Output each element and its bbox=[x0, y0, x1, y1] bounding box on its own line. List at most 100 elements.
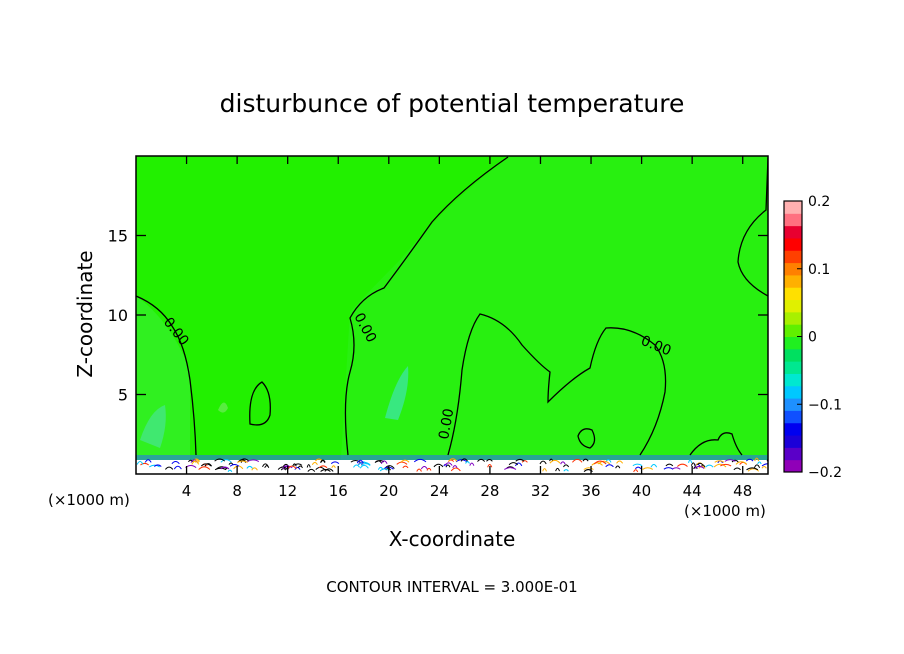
noise-contour bbox=[140, 462, 150, 466]
noise-contour bbox=[307, 468, 316, 472]
noise-contour bbox=[377, 466, 384, 470]
noise-contour bbox=[246, 465, 253, 469]
noise-contour bbox=[615, 465, 621, 469]
noise-contour bbox=[477, 458, 486, 462]
minimum-patch bbox=[140, 405, 166, 448]
y-axis: 5 10 15 bbox=[108, 227, 768, 405]
noise-contour bbox=[220, 459, 232, 463]
noise-contour bbox=[294, 463, 303, 466]
noise-contour bbox=[720, 463, 732, 467]
colorbar-swatch bbox=[784, 287, 802, 301]
noise-contour bbox=[416, 468, 422, 472]
colorbar-swatch bbox=[784, 201, 802, 214]
noise-contour bbox=[165, 466, 174, 470]
noise-contour bbox=[714, 460, 725, 463]
noise-contour bbox=[521, 460, 528, 463]
colorbar-swatch bbox=[784, 225, 802, 239]
colorbar-tick-label: −0.2 bbox=[808, 465, 842, 481]
x-tick-label: 24 bbox=[430, 482, 449, 500]
field-zone bbox=[340, 156, 768, 474]
noise-contour bbox=[583, 469, 593, 472]
noise-contour bbox=[420, 466, 428, 470]
noise-contour bbox=[761, 466, 767, 469]
contour-line bbox=[447, 313, 667, 456]
noise-contour bbox=[688, 459, 693, 463]
noise-contour bbox=[663, 467, 674, 470]
noise-contour bbox=[297, 465, 303, 469]
noise-contour bbox=[539, 460, 547, 465]
noise-contour bbox=[148, 464, 161, 468]
noise-contour bbox=[402, 465, 409, 469]
noise-contour bbox=[560, 461, 566, 465]
x-tick-label: 28 bbox=[480, 482, 499, 500]
x-unit-left: (×1000 m) bbox=[48, 491, 130, 509]
noise-contour bbox=[228, 462, 234, 465]
noise-contour bbox=[555, 467, 560, 472]
x-tick-label: 32 bbox=[531, 482, 550, 500]
noise-contour bbox=[515, 462, 523, 467]
x-unit-right: (×1000 m) bbox=[684, 502, 766, 520]
noise-contour bbox=[487, 464, 493, 468]
noise-contour bbox=[318, 465, 328, 469]
colorbar-swatch bbox=[784, 410, 802, 424]
noise-contour bbox=[350, 460, 361, 463]
y-tick-label: 5 bbox=[118, 386, 128, 405]
noise-contour bbox=[136, 461, 144, 465]
x-tick-label: 12 bbox=[278, 482, 297, 500]
colorbar-swatch bbox=[784, 250, 802, 264]
noise-contour bbox=[311, 462, 318, 466]
noise-contour bbox=[320, 459, 326, 463]
noise-contour bbox=[745, 458, 754, 462]
noise-contour bbox=[572, 458, 583, 463]
noise-contour bbox=[593, 460, 607, 465]
noise-contour bbox=[187, 459, 194, 463]
colorbar-swatch bbox=[784, 311, 802, 325]
noise-contour bbox=[426, 467, 432, 471]
noise-contour bbox=[713, 463, 727, 468]
noise-contour bbox=[359, 464, 369, 469]
noise-contour bbox=[229, 463, 240, 467]
noise-contour bbox=[754, 457, 760, 462]
colorbar-swatch bbox=[784, 274, 802, 288]
noise-contour bbox=[635, 466, 642, 470]
noise-contour bbox=[444, 462, 453, 466]
noise-contour bbox=[591, 462, 603, 466]
noise-contour bbox=[413, 458, 427, 463]
colorbar-swatch bbox=[784, 373, 802, 387]
noise-contour bbox=[220, 466, 230, 470]
colorbar-tick-label: −0.1 bbox=[808, 397, 842, 413]
noise-contour bbox=[705, 464, 714, 468]
noise-contour bbox=[598, 460, 611, 465]
noise-contour bbox=[292, 463, 297, 467]
noise-contour bbox=[452, 465, 458, 469]
x-tick-label: 48 bbox=[733, 482, 752, 500]
noise-contour bbox=[194, 459, 199, 463]
colorbar-swatch bbox=[784, 398, 802, 411]
noise-contour bbox=[665, 463, 674, 467]
noise-contour bbox=[287, 465, 297, 470]
colorbar-tick-label: 0 bbox=[808, 330, 817, 346]
noise-contour bbox=[486, 458, 493, 462]
noise-contour bbox=[433, 463, 444, 468]
noise-contour bbox=[733, 467, 741, 471]
colorbar-swatch bbox=[784, 422, 802, 436]
noise-contour bbox=[144, 459, 152, 463]
zero-contours bbox=[136, 156, 768, 456]
noise-contour bbox=[747, 468, 760, 472]
x-tick-label: 16 bbox=[329, 482, 348, 500]
colorbar-swatch bbox=[784, 213, 802, 227]
contour-line bbox=[689, 432, 743, 456]
noise-contour bbox=[361, 463, 371, 466]
colorbar-swatch bbox=[784, 324, 802, 337]
noise-contour bbox=[563, 464, 570, 468]
colorbar: 0.2 0.1 0 −0.1 −0.2 bbox=[783, 194, 842, 481]
noise-contour bbox=[632, 463, 643, 467]
colorbar-swatch bbox=[784, 385, 802, 399]
contour-label: 0.00 bbox=[436, 407, 457, 440]
noise-contour bbox=[642, 467, 654, 470]
noise-contour bbox=[200, 463, 212, 467]
noise-contour bbox=[331, 465, 336, 468]
noise-contour bbox=[277, 466, 288, 470]
noise-contour bbox=[605, 464, 614, 468]
contour-interval-note: CONTOUR INTERVAL = 3.000E-01 bbox=[326, 578, 577, 596]
